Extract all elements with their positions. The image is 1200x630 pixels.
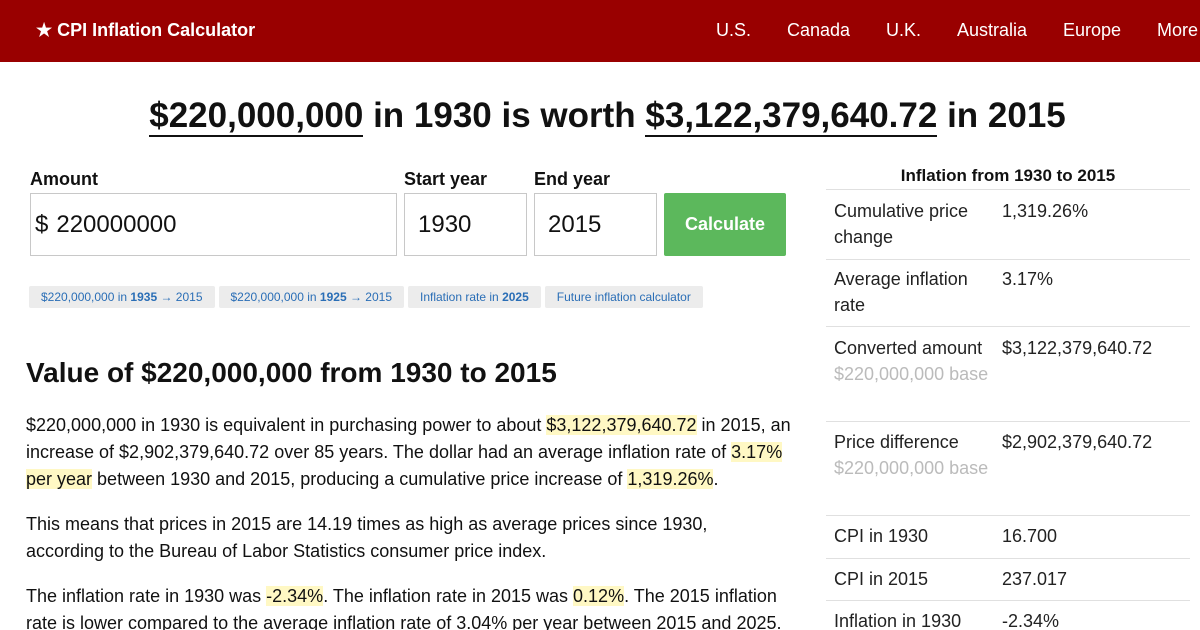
text: . The inflation rate in 2015 was [323, 586, 574, 606]
chip-bold: 1925 [319, 290, 347, 304]
nav-item-australia[interactable]: Australia [957, 20, 1028, 40]
summary-value: $2,902,379,640.72 [1002, 432, 1153, 452]
summary-value: -2.34% [1002, 611, 1060, 630]
text: $220,000,000 in 1930 is equivalent in pu… [26, 415, 547, 435]
top-nav-bar: ★ CPI Inflation Calculator U.S. Canada U… [0, 0, 1200, 62]
paragraph-summary: $220,000,000 in 1930 is equivalent in pu… [26, 412, 796, 493]
summary-subtext: $220,000,000 base [834, 458, 989, 478]
chip-future-calculator-link[interactable]: Future inflation calculator [544, 286, 703, 308]
nav-item-canada[interactable]: Canada [787, 20, 851, 40]
summary-value: $3,122,379,640.72 [1002, 338, 1153, 358]
summary-row: CPI in 2015 237.017 [826, 558, 1190, 600]
chip-text: → 2015 [157, 290, 203, 304]
summary-key: Converted amount $220,000,000 base [834, 335, 994, 387]
text: . [713, 469, 719, 489]
site-brand-link[interactable]: ★ CPI Inflation Calculator [36, 20, 256, 40]
chip-text: → 2015 [346, 290, 392, 304]
amount-input[interactable]: $220000000 [30, 193, 397, 256]
end-year-label: End year [534, 169, 611, 189]
summary-key-text: Price difference [834, 432, 959, 452]
nav-item-us[interactable]: U.S. [716, 20, 752, 40]
summary-value: 237.017 [1002, 569, 1068, 589]
chip-text: Future inflation calculator [556, 290, 691, 304]
nav-item-europe[interactable]: Europe [1063, 20, 1122, 40]
summary-key-text: Converted amount [834, 338, 983, 358]
chip-text: $220,000,000 in [230, 290, 320, 304]
summary-key: Cumulative price change [834, 201, 969, 247]
chip-1925-link[interactable]: $220,000,000 in 1925 → 2015 [218, 286, 404, 308]
headline-amount: $220,000,000 [149, 96, 364, 137]
related-links: $220,000,000 in 1935 → 2015 $220,000,000… [29, 286, 707, 308]
paragraph-cpi-ratio: This means that prices in 2015 are 14.19… [26, 514, 708, 561]
amount-label: Amount [30, 169, 98, 189]
end-year-input[interactable]: 2015 [534, 193, 657, 256]
summary-value: 3.17% [1002, 269, 1054, 289]
highlight-rate-2015: 0.12% [573, 586, 625, 606]
amount-input-value: 220000000 [56, 211, 177, 238]
highlight-cumulative: 1,319.26% [627, 469, 714, 489]
summary-row: Cumulative price change 1,319.26% [826, 189, 1190, 259]
text: The inflation rate in 1930 was [26, 586, 267, 606]
summary-row: CPI in 1930 16.700 [826, 515, 1190, 558]
headline-end-text: in 2015 [937, 96, 1066, 135]
summary-key: CPI in 1930 [834, 526, 929, 546]
text: between 1930 and 2015, producing a cumul… [92, 469, 628, 489]
summary-key: Price difference $220,000,000 base [834, 429, 994, 481]
headline-result: $3,122,379,640.72 [645, 96, 938, 137]
text: in 2015, an increase of $2,902,379,640.7… [26, 415, 791, 462]
calculate-button[interactable]: Calculate [664, 193, 786, 256]
summary-value: 1,319.26% [1002, 201, 1089, 221]
highlight-converted: $3,122,379,640.72 [546, 415, 697, 435]
highlight-rate-1930: -2.34% [266, 586, 324, 606]
chip-1935-link[interactable]: $220,000,000 in 1935 → 2015 [29, 286, 215, 308]
summary-key: Inflation in 1930 [834, 611, 962, 630]
page-title: $220,000,000 in 1930 is worth $3,122,379… [0, 96, 1200, 137]
summary-row: Average inflation rate 3.17% [826, 259, 1190, 326]
text: . The 2015 inflation rate is lower compa… [26, 586, 782, 630]
dollar-sign-icon: $ [35, 211, 49, 238]
nav-item-uk[interactable]: U.K. [886, 20, 922, 40]
nav-item-more[interactable]: More [1157, 20, 1199, 40]
section-heading: Value of $220,000,000 from 1930 to 2015 [26, 357, 557, 388]
headline-mid-text: in 1930 is worth [363, 96, 646, 135]
start-year-label: Start year [404, 169, 488, 189]
chip-bold: 1935 [130, 290, 158, 304]
summary-title: Inflation from 1930 to 2015 [900, 166, 1116, 185]
summary-row: Inflation in 1930 -2.34% [826, 600, 1190, 630]
summary-value: 16.700 [1002, 526, 1058, 546]
summary-row: Converted amount $220,000,000 base $3,122… [826, 326, 1190, 421]
summary-row: Price difference $220,000,000 base $2,902… [826, 421, 1190, 515]
summary-key: Average inflation rate [834, 269, 968, 315]
chip-bold: 2025 [502, 290, 529, 304]
chip-text: Inflation rate in [420, 290, 503, 304]
paragraph-yearly-rates: The inflation rate in 1930 was -2.34%. T… [26, 583, 796, 630]
chip-text: $220,000,000 in [41, 290, 131, 304]
start-year-input[interactable]: 1930 [404, 193, 527, 256]
summary-subtext: $220,000,000 base [834, 364, 989, 384]
chip-inflation-2025-link[interactable]: Inflation rate in 2025 [408, 286, 541, 308]
summary-key: CPI in 2015 [834, 569, 929, 589]
